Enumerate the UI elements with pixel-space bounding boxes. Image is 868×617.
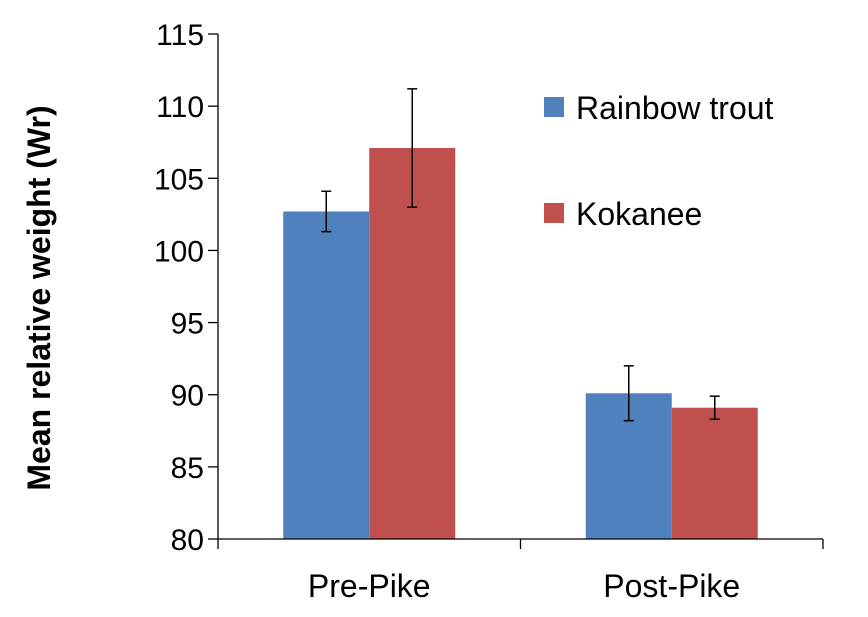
legend-label: Kokanee (576, 196, 702, 232)
y-tick-label: 115 (156, 19, 204, 52)
legend-swatch (544, 203, 564, 223)
bar (283, 211, 370, 539)
legend-swatch (544, 97, 564, 117)
y-tick-label: 105 (154, 163, 204, 196)
x-axis: Pre-Pike Post-Pike (217, 538, 824, 604)
y-axis: 80 85 90 95 100 105 110 115 (154, 19, 219, 557)
y-tick-label: 95 (171, 308, 204, 341)
x-category-label: Post-Pike (603, 568, 740, 604)
y-tick-label: 80 (171, 524, 204, 557)
legend-label: Rainbow trout (576, 90, 774, 126)
y-tick-label: 110 (156, 91, 204, 124)
legend: Rainbow trout Kokanee (544, 90, 774, 232)
y-tick-label: 85 (171, 452, 204, 485)
bars (283, 147, 758, 539)
bar (671, 407, 758, 539)
bar (369, 147, 456, 539)
x-category-label: Pre-Pike (308, 568, 431, 604)
y-axis-title: Mean relative weight (Wr) (21, 105, 57, 490)
y-tick-label: 90 (171, 380, 204, 413)
error-bars (321, 88, 720, 422)
y-tick-label: 100 (154, 235, 204, 268)
